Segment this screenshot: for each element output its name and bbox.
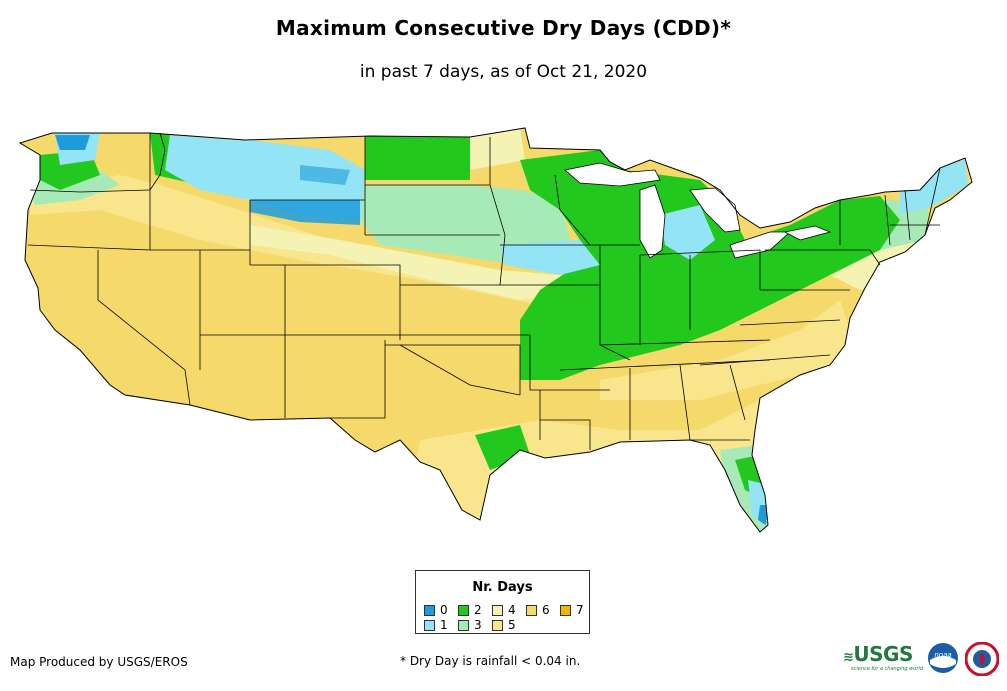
legend-label: 3 (474, 618, 482, 632)
legend-label: 4 (508, 603, 516, 617)
us-dry-days-map (18, 127, 973, 533)
legend-item-7: 7 (560, 603, 584, 617)
legend-item-1: 1 (424, 618, 448, 632)
legend: Nr. Days 0 1 2 3 4 5 6 7 (415, 570, 590, 634)
legend-swatch (560, 604, 571, 616)
noaa-logo-icon: noaa (928, 643, 958, 673)
legend-swatch (424, 604, 435, 616)
usgs-tagline: science for a changing world (851, 666, 923, 672)
legend-label: 5 (508, 618, 516, 632)
legend-item-3: 3 (458, 618, 482, 632)
map-subtitle: in past 7 days, as of Oct 21, 2020 (359, 62, 648, 82)
producer-credit: Map Produced by USGS/EROS (10, 655, 188, 669)
map-title: Maximum Consecutive Dry Days (CDD)* (275, 16, 732, 40)
noaa-text: noaa (934, 651, 951, 659)
legend-swatch (492, 604, 503, 616)
legend-swatch (424, 619, 435, 631)
dry-day-footnote: * Dry Day is rainfall < 0.04 in. (400, 654, 581, 668)
state-boundaries (27, 132, 941, 450)
weather-service-logo-icon (965, 642, 999, 676)
legend-item-6: 6 (526, 603, 550, 617)
usgs-wave-icon: ≋ (843, 650, 854, 665)
legend-swatch (458, 619, 469, 631)
usgs-logo: ≋USGS (843, 642, 913, 666)
legend-title: Nr. Days (472, 580, 533, 595)
us-outline (18, 127, 973, 533)
legend-label: 0 (440, 603, 448, 617)
legend-item-2: 2 (458, 603, 482, 617)
legend-item-0: 0 (424, 603, 448, 617)
legend-label: 7 (576, 603, 584, 617)
legend-label: 1 (440, 618, 448, 632)
legend-label: 6 (542, 603, 550, 617)
agency-logos: ≋USGS science for a changing world noaa (843, 640, 1003, 676)
legend-label: 2 (474, 603, 482, 617)
legend-swatch (458, 604, 469, 616)
legend-swatch (492, 619, 503, 631)
legend-item-5: 5 (492, 618, 516, 632)
legend-swatch (526, 604, 537, 616)
legend-item-4: 4 (492, 603, 516, 617)
